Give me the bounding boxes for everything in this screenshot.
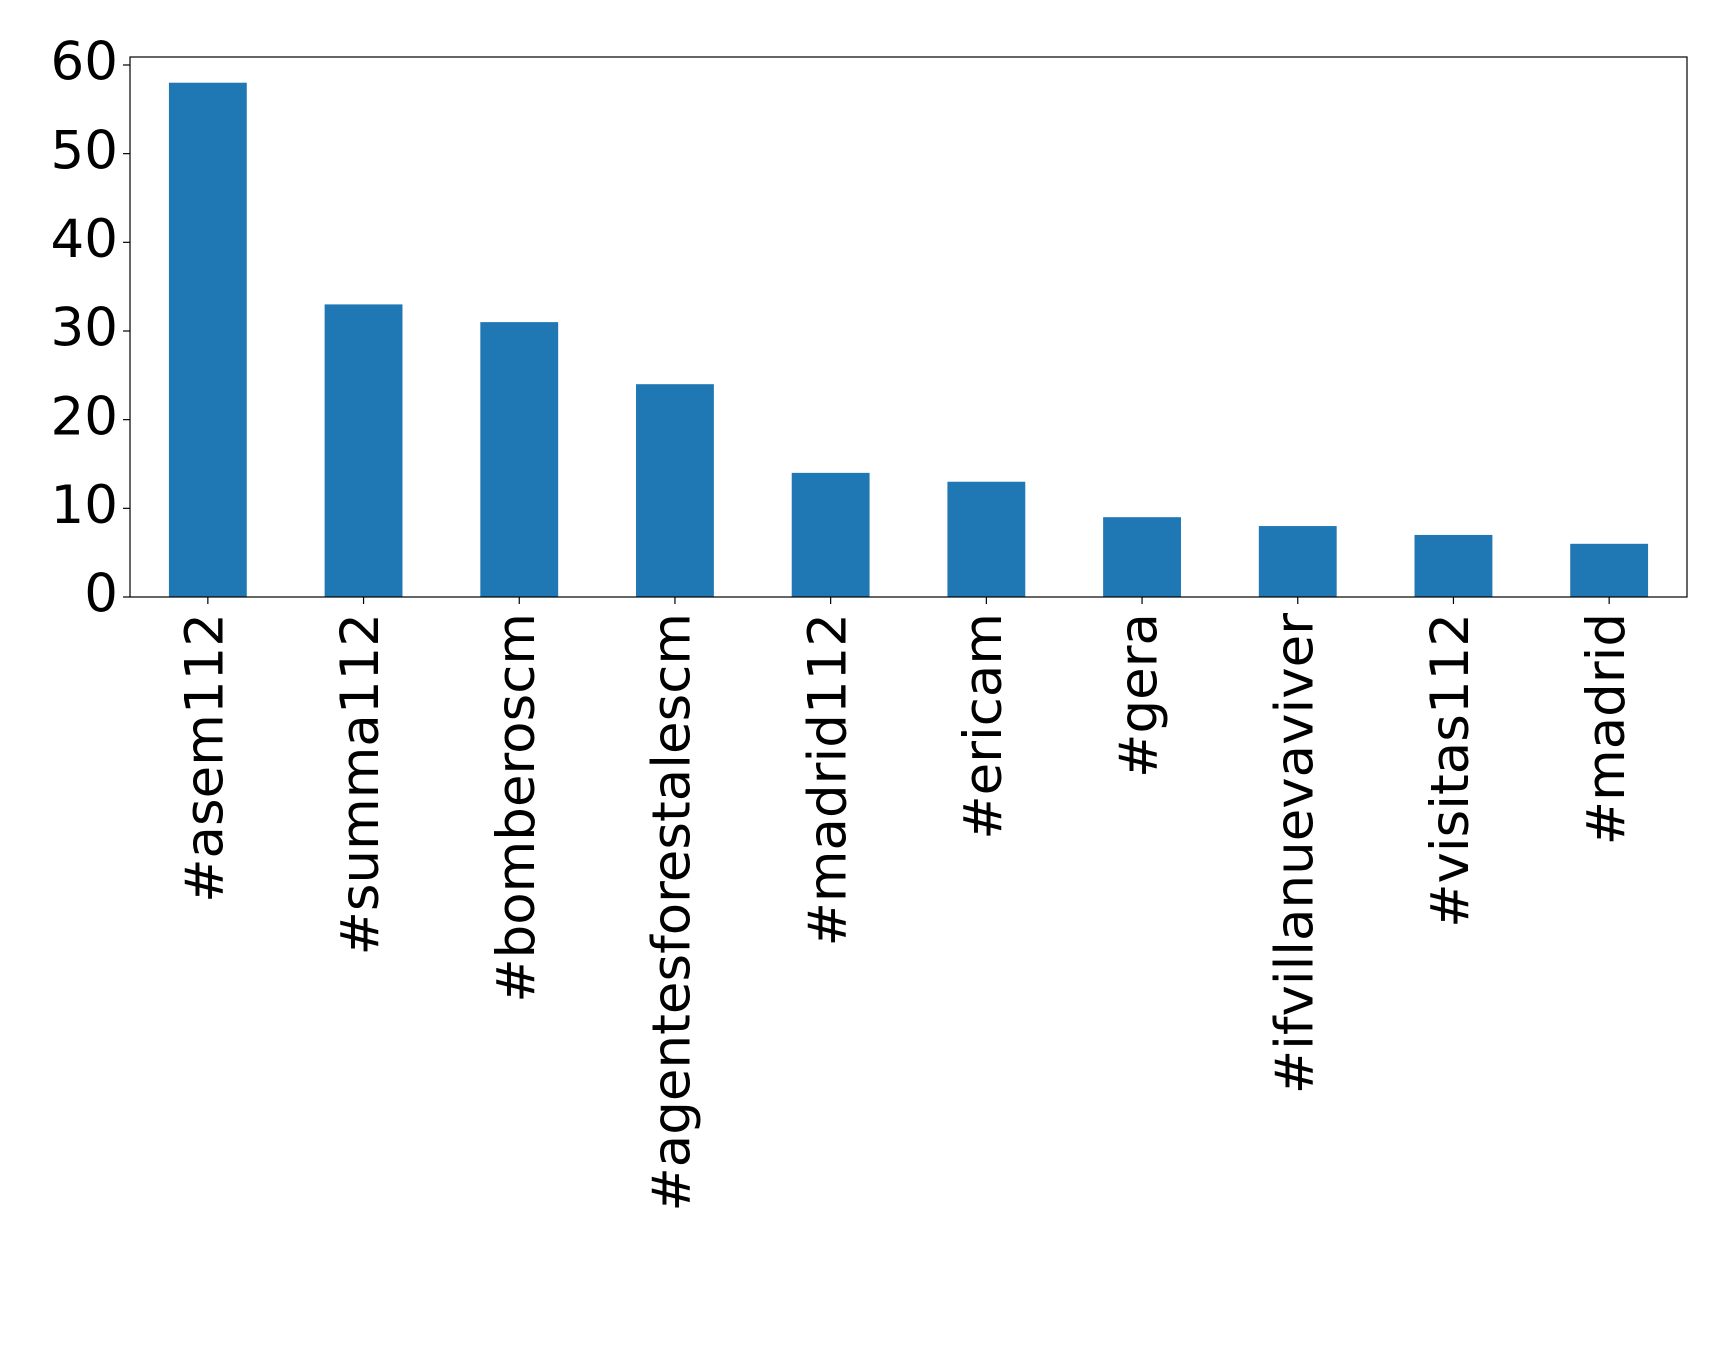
- x-tick-label: #gera: [1109, 613, 1170, 778]
- bar: [324, 304, 403, 597]
- bar: [1258, 526, 1337, 597]
- bar: [480, 322, 559, 597]
- y-tick-label: 0: [84, 564, 118, 625]
- x-tick-label: #ericam: [953, 613, 1014, 840]
- x-tick-label: #summa112: [330, 613, 391, 956]
- y-tick-label: 10: [51, 475, 118, 536]
- bar: [791, 472, 870, 597]
- bar: [168, 82, 247, 597]
- bar: [636, 384, 714, 597]
- bar: [947, 481, 1026, 597]
- x-tick-label: #asem112: [174, 613, 235, 903]
- plot-frame: [129, 56, 1688, 598]
- bar: [1103, 517, 1181, 597]
- x-tick-label: #bomberoscm: [486, 613, 547, 1003]
- bar: [1570, 543, 1649, 597]
- y-tick-label: 50: [51, 120, 118, 181]
- bar: [1414, 534, 1493, 597]
- x-tick-label: #visitas112: [1420, 613, 1481, 928]
- y-tick-label: 40: [51, 209, 118, 270]
- y-tick-label: 30: [51, 298, 118, 359]
- y-tick-label: 60: [51, 32, 118, 93]
- x-tick-label: #agentesforestalescm: [642, 613, 703, 1212]
- x-tick-label: #madrid: [1576, 613, 1637, 845]
- x-tick-label: #madrid112: [797, 613, 858, 946]
- x-tick-label: #ifvillanuevaviver: [1264, 613, 1325, 1095]
- y-tick-label: 20: [51, 386, 118, 447]
